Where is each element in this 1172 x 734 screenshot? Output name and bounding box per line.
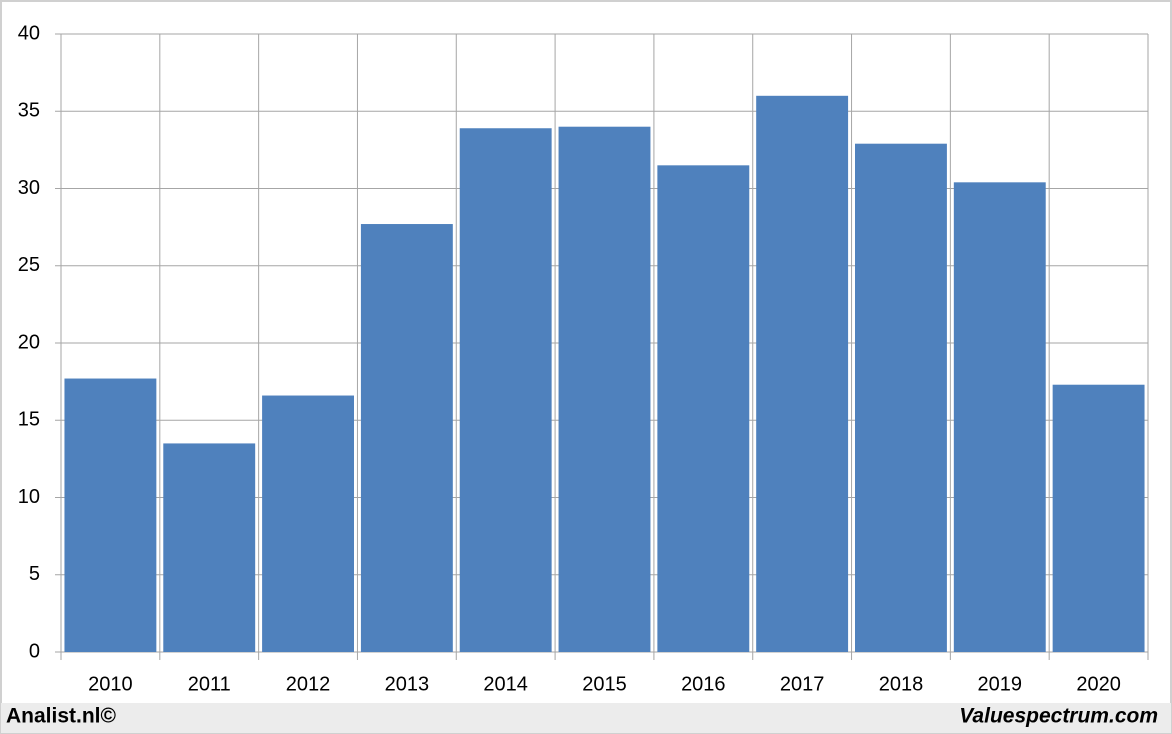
footer-right: Valuespectrum.com — [959, 705, 1158, 728]
y-tick-label: 30 — [18, 177, 40, 199]
bar — [1052, 384, 1145, 652]
y-tick-label: 5 — [29, 563, 40, 585]
x-tick-label: 2013 — [385, 673, 430, 695]
y-tick-label: 15 — [18, 409, 40, 431]
bar — [163, 443, 256, 652]
bar — [855, 143, 947, 652]
x-tick-label: 2019 — [978, 673, 1023, 695]
bar — [64, 378, 157, 652]
y-tick-label: 0 — [29, 640, 40, 662]
y-tick-label: 25 — [18, 254, 40, 276]
bar — [953, 182, 1046, 652]
y-tick-label: 40 — [18, 22, 40, 44]
x-tick-label: 2018 — [879, 673, 924, 695]
x-tick-label: 2011 — [188, 673, 231, 695]
x-tick-label: 2010 — [88, 673, 133, 695]
x-tick-label: 2017 — [780, 673, 825, 695]
footer-left: Analist.nl© — [6, 705, 117, 728]
footer-bar — [1, 703, 1171, 733]
bar — [657, 165, 750, 652]
x-tick-label: 2014 — [483, 673, 528, 695]
y-tick-label: 10 — [18, 486, 40, 508]
bar — [262, 395, 354, 652]
bar — [558, 126, 651, 652]
x-tick-label: 2016 — [681, 673, 726, 695]
bar — [756, 95, 849, 653]
bar — [459, 128, 552, 652]
x-tick-label: 2015 — [582, 673, 627, 695]
bar — [360, 224, 453, 652]
x-tick-label: 2020 — [1076, 673, 1121, 695]
y-tick-label: 20 — [18, 331, 40, 353]
y-tick-label: 35 — [18, 100, 40, 122]
x-tick-label: 2012 — [286, 673, 331, 695]
